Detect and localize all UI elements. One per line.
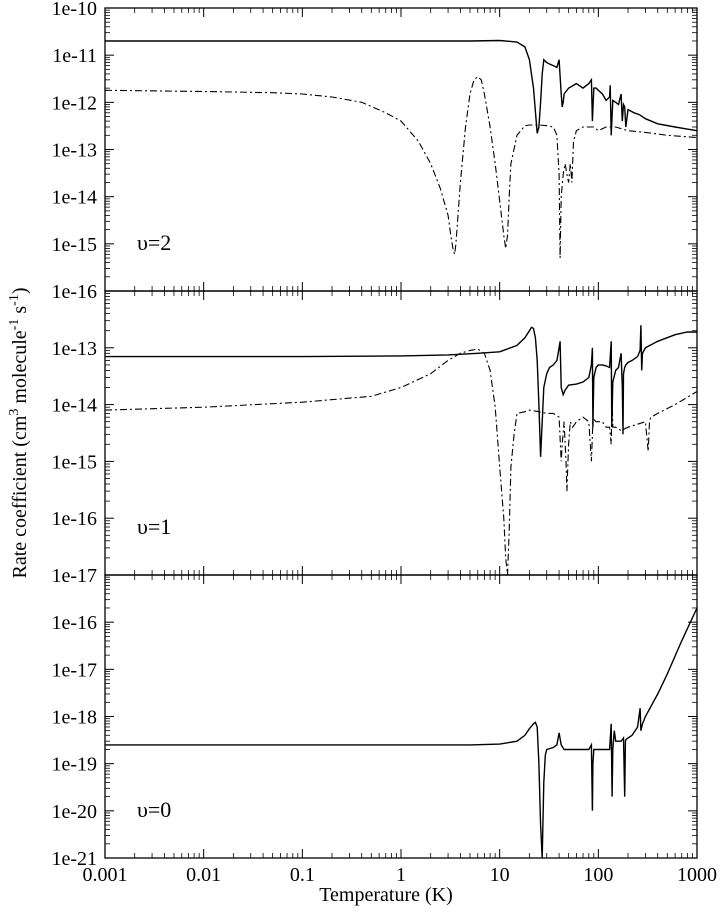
y-tick-label: 1e-13 xyxy=(51,140,97,162)
y-tick-label: 1e-17 xyxy=(51,565,97,587)
x-tick-label: 0.01 xyxy=(186,864,221,886)
y-tick-label: 1e-17 xyxy=(51,659,97,681)
panel-0: 1e-16 1e-15 1e-14 1e-13 1e-12 1e-11 1e-10 υ=2 xyxy=(51,0,698,303)
y-tick-label: 1e-11 xyxy=(52,45,97,67)
x-tick-label: 0.001 xyxy=(83,864,128,886)
y-tick-label: 1e-16 xyxy=(51,281,97,303)
panel-label: υ=1 xyxy=(137,514,171,539)
series-line-dashdot xyxy=(105,75,697,259)
y-tick-label: 1e-20 xyxy=(51,801,97,823)
y-tick-label: 1e-10 xyxy=(51,0,97,20)
y-tick-label: 1e-14 xyxy=(51,395,97,417)
panels-group: 1e-161e-151e-141e-131e-121e-111e-10υ=21e… xyxy=(51,0,717,886)
y-tick-label: 1e-15 xyxy=(51,234,97,256)
x-tick-label: 0.1 xyxy=(290,864,315,886)
series-line-solid xyxy=(105,325,697,457)
panel-frame xyxy=(104,290,698,576)
panel-frame xyxy=(104,7,698,292)
x-tick-label: 100 xyxy=(583,864,613,886)
y-tick-label: 1e-13 xyxy=(51,338,97,360)
y-tick-label: 1e-15 xyxy=(51,451,97,473)
y-axis-title: Rate coefficient (cm3 molecule-1 s-1) xyxy=(7,287,31,578)
y-tick-label: 1e-14 xyxy=(51,187,97,209)
y-tick-label: 1e-16 xyxy=(51,508,97,530)
panel-label: υ=2 xyxy=(137,230,171,255)
series-line-solid xyxy=(105,39,697,136)
y-tick-label: 1e-16 xyxy=(51,612,97,634)
y-tick-label: 1e-21 xyxy=(51,848,97,870)
series-line-solid xyxy=(105,607,697,858)
x-tick-label: 1 xyxy=(396,864,406,886)
panel-label: υ=0 xyxy=(137,797,171,822)
x-tick-label: 10 xyxy=(490,864,510,886)
panel-frame xyxy=(104,574,698,859)
x-axis-title: Temperature (K) xyxy=(319,884,453,906)
y-tick-label: 1e-18 xyxy=(51,707,97,729)
y-tick-label: 1e-19 xyxy=(51,754,97,776)
panel-1: 1e-17 1e-16 1e-15 1e-14 1e-13 υ=1 xyxy=(51,290,698,587)
x-tick-label: 1000 xyxy=(677,864,717,886)
panel-2: 1e-21 1e-20 1e-19 1e-18 1e-17 1e-16 0.001 0.01 0… xyxy=(51,574,717,886)
series-line-dashdot xyxy=(105,348,697,575)
y-tick-label: 1e-12 xyxy=(51,92,97,114)
